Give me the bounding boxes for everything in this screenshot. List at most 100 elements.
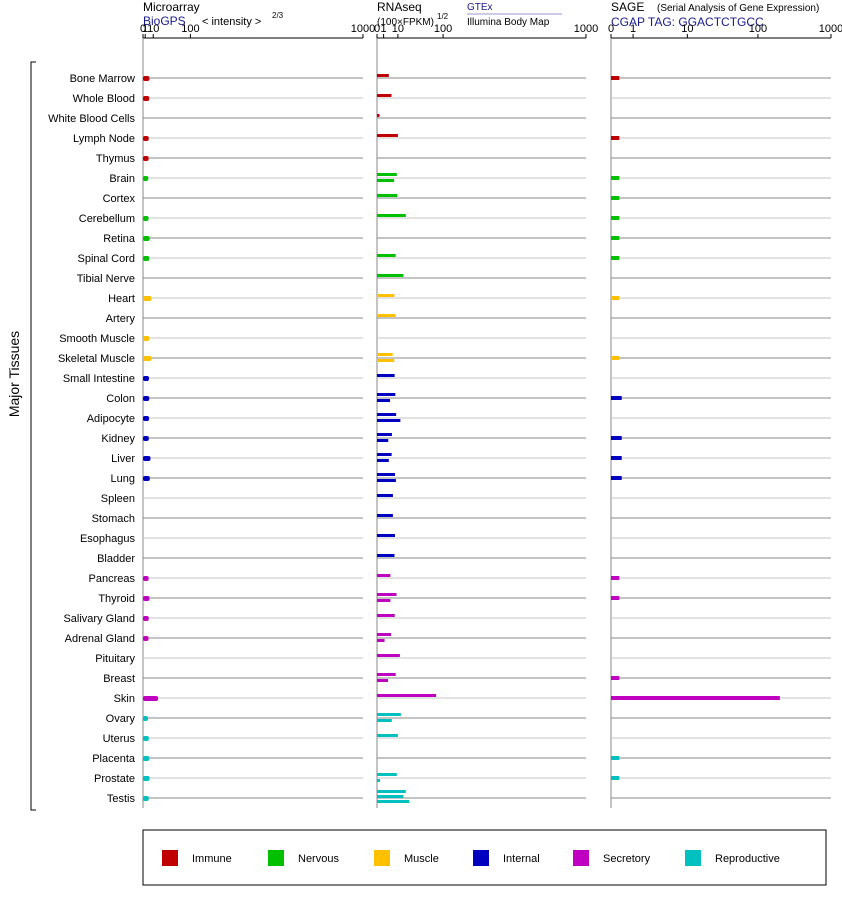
rnaseq-bar — [377, 473, 395, 476]
microarray-bar — [143, 76, 149, 81]
legend-label: Immune — [192, 853, 232, 865]
rnaseq-title: RNAseq — [377, 0, 422, 14]
legend-swatch — [268, 850, 284, 866]
microarray-bar — [143, 96, 149, 101]
legend-label: Nervous — [298, 853, 339, 865]
rnaseq-bar — [377, 433, 392, 436]
rnaseq-bar — [377, 399, 390, 402]
tissue-label: Colon — [106, 393, 135, 405]
tissue-label: Pancreas — [89, 573, 136, 585]
rnaseq-bar — [377, 94, 391, 97]
rnaseq-bar — [377, 673, 396, 676]
microarray-bar — [143, 616, 149, 621]
rnaseq-bar — [377, 413, 396, 416]
microarray-unit-exp: 2/3 — [272, 11, 284, 20]
tissue-label: White Blood Cells — [48, 113, 135, 125]
rnaseq-bar — [377, 554, 394, 557]
tissue-label: Kidney — [101, 433, 135, 445]
tissue-label: Thyroid — [98, 593, 135, 605]
microarray-bar — [143, 576, 149, 581]
rnaseq-bar — [377, 314, 396, 317]
tissue-label: Lymph Node — [73, 133, 135, 145]
rnaseq-tick-label: 100 — [434, 23, 452, 35]
tissue-label: Breast — [103, 673, 135, 685]
rnaseq-bar — [377, 74, 389, 77]
rnaseq-bar — [377, 614, 395, 617]
rnaseq-bar — [377, 419, 400, 422]
rnaseq-bar — [377, 359, 394, 362]
rnaseq-bar — [377, 459, 389, 462]
rnaseq-bar — [377, 654, 400, 657]
microarray-bar — [143, 256, 149, 261]
tissue-label: Cortex — [103, 193, 136, 205]
microarray-bar — [143, 456, 151, 461]
sage-bar — [611, 596, 619, 600]
rnaseq-bar — [377, 274, 403, 277]
microarray-bar — [143, 136, 149, 141]
microarray-bar — [143, 436, 149, 441]
tissue-label: Cerebellum — [79, 213, 135, 225]
rnaseq-bar — [377, 439, 388, 442]
rnaseq-bar — [377, 294, 394, 297]
tissue-label: Retina — [103, 233, 136, 245]
rnaseq-bar — [377, 194, 397, 197]
tissue-label: Adipocyte — [87, 413, 135, 425]
microarray-bar — [143, 756, 149, 761]
sage-bar — [611, 216, 619, 220]
sage-tick-label: 1000 — [819, 23, 842, 35]
tissue-label: Pituitary — [95, 653, 135, 665]
rnaseq-bar — [377, 353, 393, 356]
rnaseq-bar — [377, 374, 395, 377]
rnaseq-tick-label: 1000 — [574, 23, 598, 35]
microarray-bar — [143, 716, 148, 721]
rnaseq-bar — [377, 734, 398, 737]
sage-tick-label: 100 — [749, 23, 767, 35]
legend-label: Reproductive — [715, 853, 780, 865]
rnaseq-bar — [377, 173, 397, 176]
y-axis-bracket — [31, 62, 36, 810]
microarray-bar — [143, 596, 149, 601]
tissue-label: Stomach — [92, 513, 135, 525]
microarray-bar — [143, 476, 150, 481]
rnaseq-bar — [377, 719, 392, 722]
tissue-label: Liver — [111, 453, 135, 465]
tissue-label: Uterus — [103, 733, 136, 745]
microarray-bar — [143, 336, 149, 341]
rnaseq-bar — [377, 795, 403, 798]
microarray-title: Microarray — [143, 0, 200, 14]
rnaseq-bar — [377, 179, 394, 182]
rnaseq-tick-label: 1 — [381, 23, 387, 35]
tissue-label: Brain — [109, 173, 135, 185]
legend-swatch — [573, 850, 589, 866]
tissue-label: Tibial Nerve — [77, 273, 135, 285]
gtex-source: GTEx — [467, 2, 493, 13]
rnaseq-bar — [377, 514, 393, 517]
rnaseq-bar — [377, 114, 380, 117]
legend-swatch — [374, 850, 390, 866]
tissue-label: Adrenal Gland — [65, 633, 135, 645]
rnaseq-tick-label: 10 — [392, 23, 404, 35]
sage-bar — [611, 696, 780, 700]
tissue-label: Lung — [111, 473, 135, 485]
legend-swatch — [685, 850, 701, 866]
rnaseq-tick-label: 0 — [374, 23, 380, 35]
sage-subtitle: (Serial Analysis of Gene Expression) — [657, 3, 819, 14]
tissue-label: Ovary — [106, 713, 136, 725]
sage-bar — [611, 396, 622, 400]
sage-tick-label: 0 — [608, 23, 614, 35]
tissue-label: Artery — [106, 313, 136, 325]
sage-tick-label: 10 — [681, 23, 693, 35]
tissue-label: Small Intestine — [63, 373, 135, 385]
microarray-bar — [143, 796, 149, 801]
rnaseq-bar — [377, 773, 397, 776]
microarray-bar — [143, 156, 149, 161]
tissue-label: Salivary Gland — [63, 613, 135, 625]
rnaseq-bar — [377, 254, 396, 257]
sage-bar — [611, 196, 619, 200]
legend-label: Muscle — [404, 853, 439, 865]
sage-bar — [611, 256, 619, 260]
rnaseq-bar — [377, 800, 409, 803]
sage-bar — [611, 176, 619, 180]
rnaseq-bar — [377, 134, 398, 137]
